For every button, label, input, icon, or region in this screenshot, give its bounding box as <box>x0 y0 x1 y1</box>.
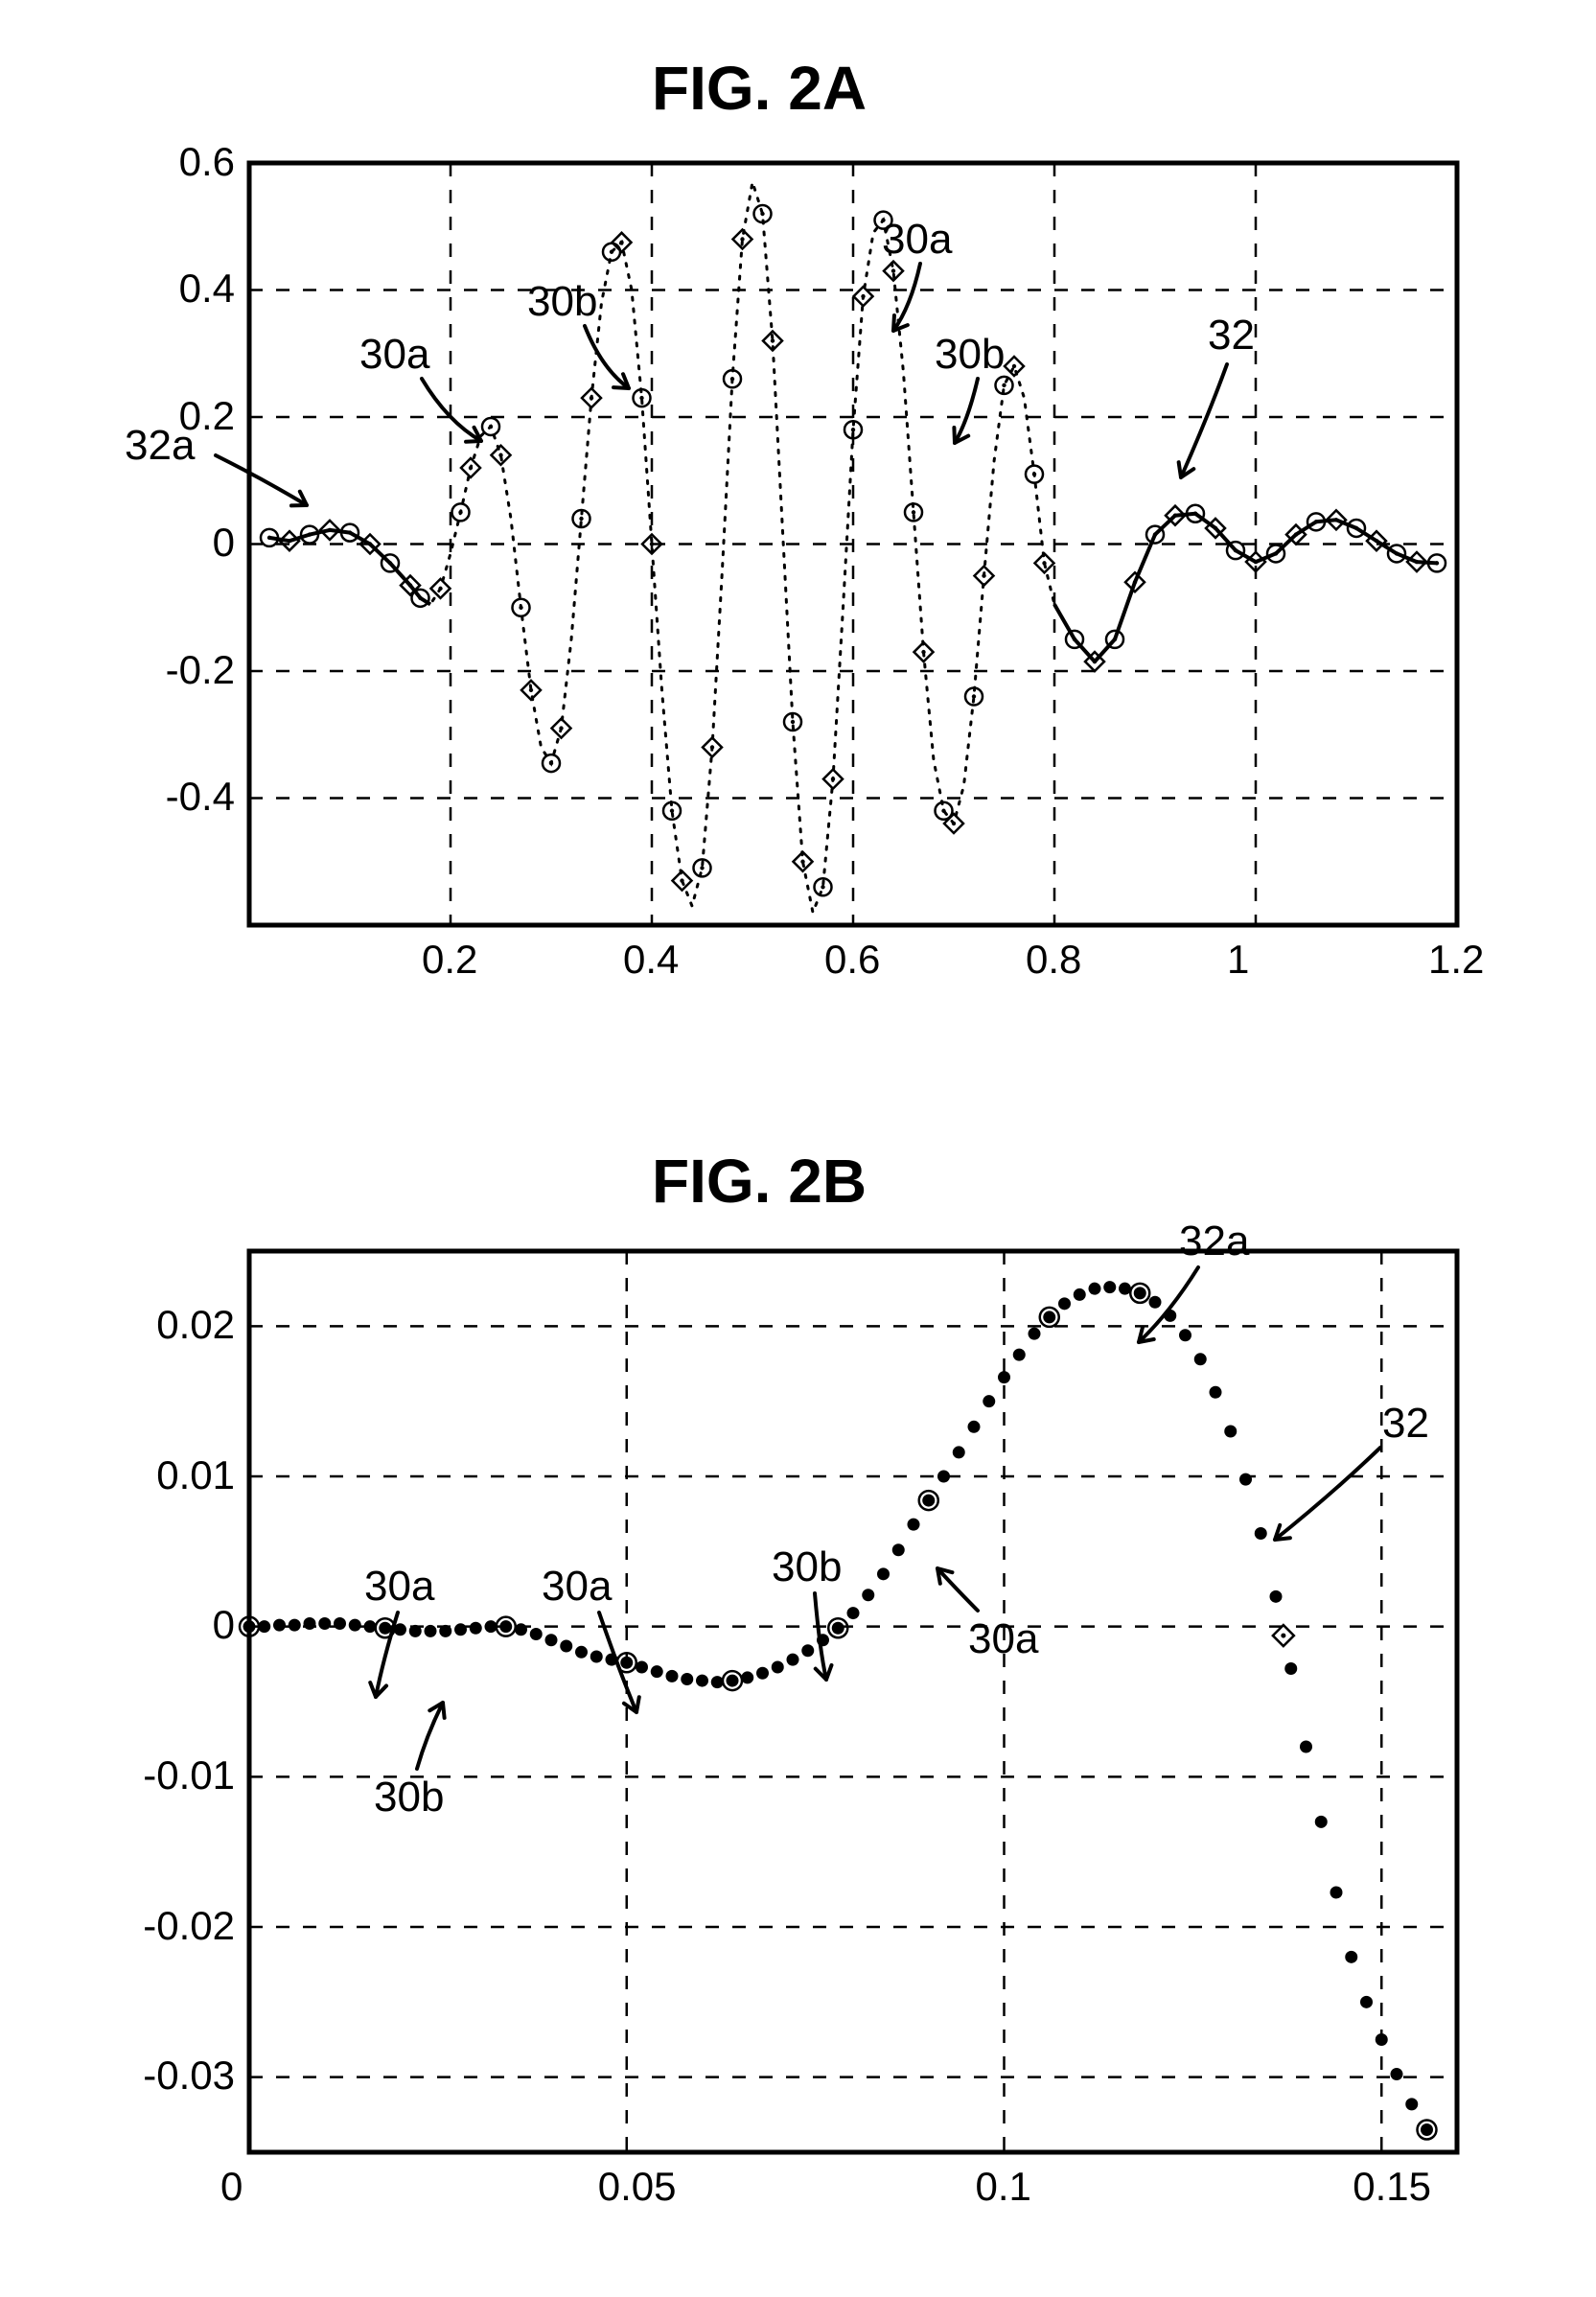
y-tick-label: 0.01 <box>156 1452 235 1498</box>
x-tick-label: 0.4 <box>623 937 679 983</box>
callout-label: 30b <box>374 1774 444 1821</box>
callout-label: 32 <box>1208 312 1255 360</box>
y-tick-label: 0 <box>213 520 235 566</box>
y-tick-label: 0.02 <box>156 1302 235 1348</box>
x-tick-label: 0.6 <box>824 937 880 983</box>
x-tick-label: 0.15 <box>1353 2164 1431 2210</box>
y-tick-label: -0.4 <box>166 774 235 820</box>
callout-label: 30b <box>527 278 597 326</box>
x-tick-label: 1 <box>1227 937 1249 983</box>
x-tick-label: 0.05 <box>598 2164 677 2210</box>
y-tick-label: -0.03 <box>143 2053 235 2099</box>
x-tick-label: 0.2 <box>422 937 477 983</box>
callout-label: 32 <box>1382 1400 1429 1448</box>
y-tick-label: 0.4 <box>179 266 235 312</box>
x-tick-label: 0 <box>220 2164 243 2210</box>
figure-a-plot <box>249 163 1457 925</box>
callout-label: 32a <box>1179 1218 1249 1265</box>
figure-a-title: FIG. 2A <box>652 53 867 124</box>
x-tick-label: 1.2 <box>1428 937 1484 983</box>
callout-label: 30b <box>772 1543 842 1591</box>
x-tick-label: 0.8 <box>1026 937 1081 983</box>
figure-b-plot <box>249 1251 1457 2152</box>
y-tick-label: 0 <box>213 1602 235 1648</box>
callout-label: 30a <box>968 1615 1038 1663</box>
callout-label: 30b <box>935 331 1005 379</box>
callout-label: 30a <box>364 1563 434 1611</box>
figure-b-title: FIG. 2B <box>652 1146 867 1217</box>
callout-label: 30a <box>542 1563 612 1611</box>
y-tick-label: 0.6 <box>179 139 235 185</box>
x-tick-label: 0.1 <box>976 2164 1031 2210</box>
y-tick-label: -0.2 <box>166 647 235 693</box>
y-tick-label: -0.02 <box>143 1903 235 1949</box>
callout-label: 32a <box>125 422 195 470</box>
callout-label: 30a <box>359 331 429 379</box>
y-tick-label: -0.01 <box>143 1752 235 1798</box>
callout-label: 30a <box>882 216 952 264</box>
